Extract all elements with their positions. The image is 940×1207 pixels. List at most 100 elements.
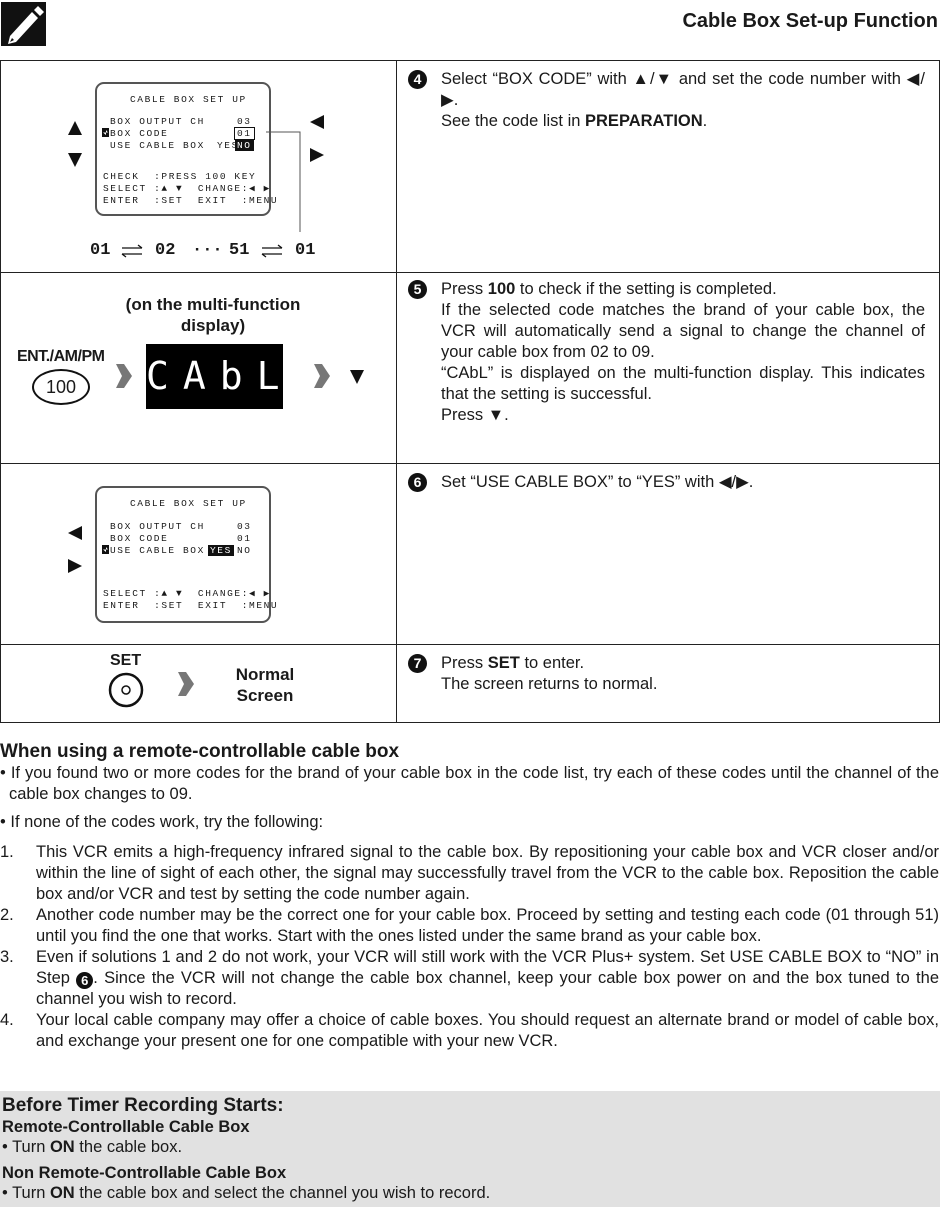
row-divider: [0, 272, 940, 273]
code-sequence: 02: [155, 241, 176, 260]
result-label: Normal Screen: [235, 665, 295, 705]
instruction: The screen returns to normal.: [441, 675, 658, 693]
osd-label: USE CABLE BOX: [110, 545, 205, 556]
section-title: Before Timer Recording Starts:: [2, 1095, 284, 1116]
osd-option: YES: [217, 140, 239, 151]
display-caption: (on the multi-function display): [125, 295, 301, 335]
item-number: 1.: [0, 843, 14, 861]
step-ref: 6: [76, 972, 94, 989]
column-divider: [396, 60, 397, 722]
osd-label: BOX OUTPUT CH: [110, 116, 205, 127]
osd-title: CABLE BOX SET UP: [130, 94, 247, 105]
section-title: When using a remote-controllable cable b…: [0, 741, 400, 762]
list-item: 2. Another code number may be the correct…: [0, 905, 939, 947]
flow-arrows: [116, 364, 364, 388]
step-number: 5: [408, 280, 427, 299]
osd-value: 01: [237, 533, 252, 544]
group-text: • Turn ON the cable box and select the c…: [2, 1183, 940, 1203]
code-sequence: 51: [229, 241, 250, 260]
text-run: 100: [487, 280, 516, 298]
bullet: • If none of the codes work, try the fol…: [0, 813, 324, 831]
instruction: “CAbL” is displayed on the multi-functio…: [441, 364, 925, 403]
osd-value: 01: [234, 127, 255, 140]
row-divider: [0, 463, 940, 464]
osd-value: 03: [237, 116, 252, 127]
osd-cursor: [102, 128, 109, 137]
step-text: Press SET to enter. The screen returns t…: [441, 653, 925, 695]
step-number: 6: [408, 473, 427, 492]
osd-label: BOX CODE: [110, 128, 169, 139]
group-text: • Turn ON the cable box.: [2, 1137, 940, 1157]
code-sequence: ···: [192, 241, 223, 260]
text-run: SET: [487, 654, 520, 672]
step-text: Set “USE CABLE BOX” to “YES” with ◀/▶.: [441, 472, 925, 493]
step-arrows: [68, 526, 82, 573]
osd-cursor: [102, 545, 109, 554]
osd-title: CABLE BOX SET UP: [130, 498, 247, 509]
bullet: • If you found two or more codes for the…: [0, 764, 939, 803]
text-run: See the code list in: [441, 112, 586, 130]
text-run: the cable box.: [74, 1138, 183, 1156]
group-heading: Non Remote-Controllable Cable Box: [2, 1164, 287, 1182]
step-number: 4: [408, 70, 427, 89]
item-number: 4.: [0, 1011, 14, 1029]
item-number: 3.: [0, 948, 14, 966]
osd-option: NO: [237, 545, 252, 556]
button-100: 100: [32, 369, 90, 405]
text-run: ON: [49, 1138, 75, 1156]
page-title: Cable Box Set-up Function: [682, 10, 938, 32]
list-item: 4. Your local cable company may offer a c…: [0, 1010, 939, 1052]
instruction: Press SET to enter.: [441, 653, 925, 674]
instruction: Press 100 to check if the setting is com…: [441, 279, 925, 300]
text-run: • Turn: [2, 1184, 50, 1202]
timer-section: Before Timer Recording Starts: Remote-Co…: [0, 1091, 940, 1207]
instruction: Select “BOX CODE” with ▲/▼ and set the c…: [441, 70, 925, 109]
osd-help: SELECT :▲ ▼ CHANGE:◀ ▶: [103, 588, 271, 599]
row-divider: [0, 644, 940, 645]
code-sequence: 01: [90, 241, 111, 260]
item-text: This VCR emits a high-frequency infrared…: [36, 843, 939, 903]
osd-help: ENTER :SET EXIT :MENU: [103, 600, 279, 611]
multi-function-display: CAbL: [146, 344, 283, 409]
instruction: Press ▼.: [441, 406, 509, 424]
code-sequence: 01: [295, 241, 316, 260]
text-run: ON: [49, 1184, 75, 1202]
text-run: PREPARATION: [585, 112, 703, 130]
osd-screen: [95, 486, 271, 623]
osd-label: BOX OUTPUT CH: [110, 521, 205, 532]
text-run: Press: [441, 280, 488, 298]
button-label: ENT./AM/PM: [17, 348, 105, 365]
group-heading: Remote-Controllable Cable Box: [2, 1118, 250, 1136]
item-text: Another code number may be the correct o…: [36, 906, 939, 945]
instruction: See the code list in PREPARATION.: [441, 111, 925, 132]
list-item: 3. Even if solutions 1 and 2 do not work,…: [0, 947, 939, 1010]
osd-option: NO: [235, 140, 254, 151]
text-run: the cable box and select the channel you…: [74, 1184, 491, 1202]
text-run: • Turn: [2, 1138, 50, 1156]
step-arrows: [68, 115, 324, 258]
instruction: If the selected code matches the brand o…: [441, 301, 925, 361]
osd-label: BOX CODE: [110, 533, 169, 544]
osd-screen: [95, 82, 271, 216]
text-run: Press: [441, 654, 488, 672]
step-number: 7: [408, 654, 427, 673]
step-text: Select “BOX CODE” with ▲/▼ and set the c…: [441, 69, 925, 132]
list-item: 1. This VCR emits a high-frequency infrar…: [0, 842, 939, 905]
set-button-flow: [108, 672, 194, 708]
osd-label: USE CABLE BOX: [110, 140, 205, 151]
text-run: to check if the setting is completed.: [515, 280, 777, 298]
osd-option: YES: [208, 545, 234, 556]
item-number: 2.: [0, 906, 14, 924]
osd-help: SELECT :▲ ▼ CHANGE:◀ ▶: [103, 183, 271, 194]
osd-help: CHECK :PRESS 100 KEY: [103, 171, 257, 182]
logo-icon: [1, 2, 46, 46]
remote-section: When using a remote-controllable cable b…: [0, 741, 939, 1052]
step-text: Press 100 to check if the setting is com…: [441, 279, 925, 426]
text-run: to enter.: [519, 654, 585, 672]
osd-value: 03: [237, 521, 252, 532]
item-text: Even if solutions 1 and 2 do not work, y…: [36, 948, 939, 987]
item-text: . Since the VCR will not change the cabl…: [36, 969, 939, 1008]
button-label: SET: [110, 652, 142, 669]
instruction: Set “USE CABLE BOX” to “YES” with ◀/▶.: [441, 473, 754, 491]
